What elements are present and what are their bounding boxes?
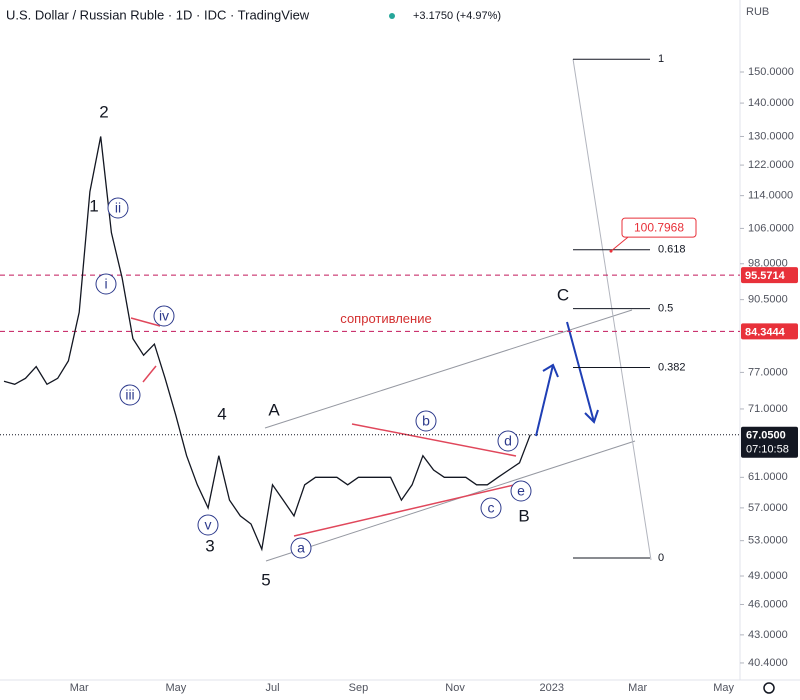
fib-label: 1 — [658, 53, 664, 65]
subwave-label: i — [104, 276, 107, 292]
x-tick-label: May — [165, 682, 186, 694]
fib-label: 0.382 — [658, 361, 686, 373]
subwave-label: v — [205, 517, 212, 533]
arrow — [535, 364, 554, 437]
x-tick-label: Nov — [445, 682, 465, 694]
fib-label: 0.618 — [658, 244, 686, 256]
wave-label: C — [557, 285, 569, 304]
subwave-circle — [153, 305, 175, 327]
y-tick-label: 77.0000 — [748, 366, 788, 378]
level-label: 95.5714 — [745, 270, 786, 282]
wave-label: 5 — [261, 570, 270, 589]
y-tick-label: 57.0000 — [748, 502, 788, 514]
subwave-circle — [95, 273, 117, 295]
title: U.S. Dollar / Russian Ruble · 1D · IDC ·… — [6, 7, 310, 22]
trendline — [293, 484, 515, 537]
y-tick-label: 114.0000 — [748, 190, 793, 202]
subwave-label: b — [422, 413, 430, 429]
wave-label: 1 — [89, 196, 98, 215]
y-tick-label: 43.0000 — [748, 629, 788, 641]
wave-label: 3 — [205, 536, 214, 555]
channel-upper — [264, 309, 633, 429]
y-tick-label: 49.0000 — [748, 570, 788, 582]
subwave-label: d — [504, 433, 512, 449]
target-box — [621, 217, 697, 238]
arrow-head — [542, 363, 559, 378]
subwave-circle — [415, 410, 437, 432]
arrow-head — [584, 409, 599, 424]
settings-icon[interactable] — [763, 682, 775, 694]
gear[interactable] — [763, 682, 775, 694]
subwave-circle — [510, 480, 532, 502]
trendline — [351, 423, 517, 457]
y-tick-label: 98.0000 — [748, 258, 788, 270]
fib-label: 0 — [658, 552, 664, 564]
x-tick-label: Mar — [628, 682, 647, 694]
x-tick-label: Jul — [265, 682, 279, 694]
subwave-label: ii — [115, 200, 121, 216]
level-label: 84.3444 — [745, 326, 786, 338]
subwave-label: iii — [125, 387, 134, 403]
wave-label: 2 — [99, 102, 108, 121]
target-label: 100.7968 — [634, 220, 684, 234]
channel-lower — [265, 440, 636, 562]
price-change: +3.1750 (+4.97%) — [413, 10, 501, 22]
y-tick-label: 40.4000 — [748, 657, 788, 669]
y-tick-label: 150.0000 — [748, 66, 794, 78]
subwave-circle — [497, 430, 519, 452]
wave-label: 4 — [217, 404, 226, 423]
x-tick-label: Sep — [349, 682, 369, 694]
x-tick-label: Mar — [70, 682, 89, 694]
countdown: 07:10:58 — [746, 444, 789, 456]
target-point — [609, 249, 613, 253]
y-tick-label: 130.0000 — [748, 130, 794, 142]
drawings — [130, 58, 652, 562]
level-label-box — [741, 323, 798, 340]
level-text: сопротивление — [340, 311, 431, 326]
subwave-circle — [290, 537, 312, 559]
subwave-circle — [119, 384, 141, 406]
fib-label: 0.5 — [658, 303, 673, 315]
subwave-circle — [480, 497, 502, 519]
wave-label: B — [518, 506, 529, 525]
y-tick-label: 140.0000 — [748, 97, 794, 109]
y-tick-label: 90.5000 — [748, 294, 788, 306]
last-price-box — [741, 426, 798, 458]
y-tick-label: 53.0000 — [748, 535, 788, 547]
y-tick-label: 122.0000 — [748, 159, 794, 171]
currency: RUB — [746, 6, 769, 18]
last-price-label: 67.0500 — [746, 430, 786, 442]
subwave-label: c — [488, 500, 495, 516]
fib-trendline — [572, 58, 652, 561]
subwave-label: iv — [159, 308, 169, 324]
x-tick-label: May — [713, 682, 734, 694]
target-pointer — [610, 236, 629, 252]
y-tick-label: 71.0000 — [748, 403, 788, 415]
level-label-box — [741, 267, 798, 284]
y-tick-label: 106.0000 — [748, 222, 794, 234]
price-line — [3, 136, 531, 552]
status-dot — [389, 13, 395, 19]
subwave-circle — [107, 197, 129, 219]
arrow — [566, 321, 595, 423]
x-tick-label: 2023 — [539, 682, 563, 694]
y-tick-label: 46.0000 — [748, 598, 788, 610]
trendline — [142, 365, 157, 383]
y-tick-label: 61.0000 — [748, 471, 788, 483]
trendline — [130, 317, 161, 327]
subwave-label: a — [297, 540, 305, 556]
subwave-label: e — [517, 483, 525, 499]
subwave-circle — [197, 514, 219, 536]
wave-label: A — [268, 400, 280, 419]
